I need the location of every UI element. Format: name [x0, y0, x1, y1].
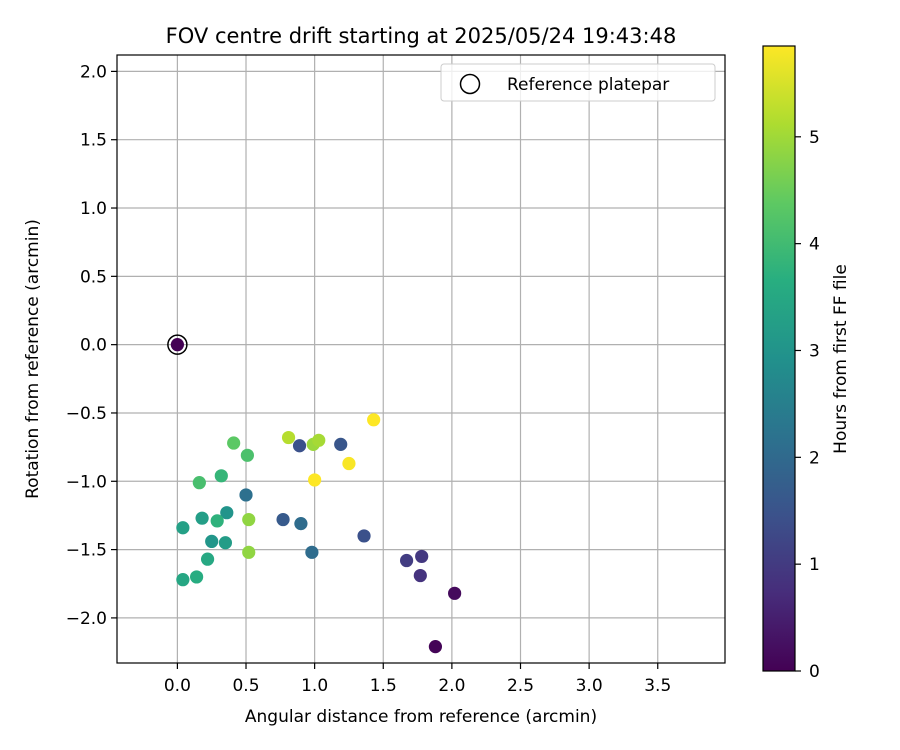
x-tick-label: 1.0 [301, 676, 328, 696]
data-points [167, 334, 462, 654]
data-point [308, 473, 322, 487]
y-tick-label: −1.5 [66, 541, 107, 561]
colorbar-tick-label: 1 [809, 555, 820, 575]
data-point [210, 514, 224, 528]
data-point [367, 413, 381, 427]
x-tick-label: 0.0 [164, 676, 191, 696]
data-point [214, 469, 228, 483]
data-point [242, 545, 256, 559]
y-tick-label: −1.0 [66, 472, 107, 492]
y-tick-label: 0.0 [80, 336, 107, 356]
data-point [292, 439, 307, 453]
y-tick-label: −0.5 [66, 404, 107, 424]
x-tick-label: 0.5 [232, 676, 259, 696]
x-tick-label: 1.5 [370, 676, 397, 696]
x-tick-label: 2.5 [507, 676, 534, 696]
data-point [312, 433, 326, 447]
colorbar-tick-label: 0 [809, 662, 820, 682]
data-point [305, 545, 319, 559]
colorbar-label: Hours from first FF file [831, 264, 851, 454]
data-point [294, 517, 308, 531]
colorbar-tick-label: 2 [809, 448, 820, 468]
chart-title: FOV centre drift starting at 2025/05/24 … [166, 24, 677, 48]
y-tick-label: 1.5 [80, 131, 107, 151]
colorbar-ticks: 0 1 2 3 4 5 [795, 128, 820, 682]
data-point [176, 573, 190, 587]
data-point [200, 552, 215, 566]
colorbar-gradient [762, 45, 796, 672]
data-point [428, 640, 443, 654]
y-tick-label: −2.0 [66, 609, 107, 629]
plot-area-frame [116, 54, 726, 664]
reference-platepar-marker [167, 334, 188, 355]
x-axis-label: Angular distance from reference (arcmin) [245, 707, 597, 727]
colorbar-tick-label: 5 [809, 128, 820, 148]
data-point [334, 437, 348, 451]
data-point [415, 549, 429, 564]
data-point [242, 512, 256, 527]
legend-reference-marker [459, 73, 481, 95]
y-axis-ticks: −2.0 −1.5 −1.0 −0.5 0.0 0.5 1.0 1.5 2.0 [66, 62, 117, 629]
data-point [218, 536, 233, 550]
data-point [220, 506, 234, 520]
data-point [192, 476, 206, 490]
data-point [240, 448, 254, 462]
data-point [170, 338, 184, 352]
y-axis-label: Rotation from reference (arcmin) [23, 219, 43, 499]
data-point [190, 570, 204, 584]
data-point [276, 512, 290, 527]
legend-label: Reference platepar [507, 75, 669, 95]
data-point [176, 521, 190, 535]
grid-lines [117, 55, 725, 663]
y-tick-label: 0.5 [80, 267, 107, 287]
data-point [227, 436, 241, 450]
data-point [195, 511, 209, 525]
data-point [357, 529, 371, 543]
data-point [399, 553, 414, 568]
legend: Reference platepar [440, 63, 716, 102]
x-axis-ticks: 0.0 0.5 1.0 1.5 2.0 2.5 3.0 3.5 [164, 663, 671, 696]
data-point [205, 534, 219, 549]
colorbar: 0 1 2 3 4 5 Hours from first FF file [762, 45, 851, 682]
legend-box [440, 63, 716, 102]
data-point [448, 586, 462, 600]
x-tick-label: 2.0 [438, 676, 465, 696]
x-tick-label: 3.0 [576, 676, 603, 696]
colorbar-tick-label: 4 [809, 235, 820, 255]
data-point [342, 456, 356, 471]
data-point [281, 430, 296, 445]
data-point [239, 488, 253, 502]
x-tick-label: 3.5 [644, 676, 671, 696]
y-tick-label: 1.0 [80, 199, 107, 219]
data-point [413, 568, 427, 583]
y-tick-label: 2.0 [80, 62, 107, 82]
colorbar-tick-label: 3 [809, 341, 820, 361]
